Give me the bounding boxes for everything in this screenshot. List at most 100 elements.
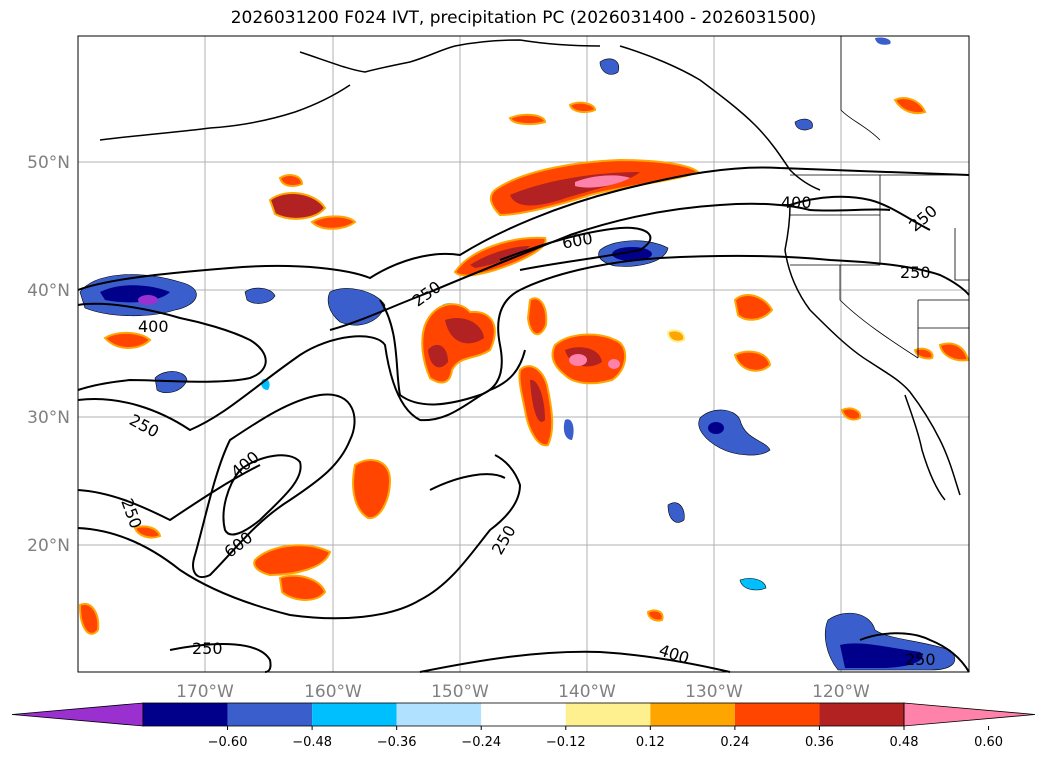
colorbar-segment <box>734 703 820 726</box>
colorbar-extend-low <box>11 702 144 727</box>
gridlines <box>78 36 969 672</box>
colorbar-tick-label: −0.60 <box>208 735 248 750</box>
colorbar-tick-label: 0.60 <box>974 735 1003 750</box>
lat-label: 30°N <box>27 408 70 428</box>
neg-blob-small-d <box>794 118 813 131</box>
pos-blob-west-a <box>268 192 327 220</box>
contour-600-north <box>499 226 652 271</box>
lat-label: 20°N <box>27 536 70 556</box>
contour-400-central <box>192 393 356 578</box>
neg-blob-small-i <box>563 419 574 440</box>
negative-anomaly-fields <box>79 37 955 671</box>
neg-blob-northwest-purple <box>138 295 158 305</box>
border-state-east <box>917 299 969 358</box>
pos-blob-vertical-upper <box>526 297 548 336</box>
contour-400-south <box>419 650 731 673</box>
lon-label: 140°W <box>558 682 616 702</box>
neg-blob-southeast-center-core <box>708 422 724 434</box>
colorbar: −0.60 −0.48 −0.36 −0.24 −0.12 0.12 0.24 0.36 0.4… <box>11 702 1036 750</box>
colorbar-tick-label: 0.12 <box>636 735 665 750</box>
colorbar-tick-label: 0.48 <box>890 735 919 750</box>
colorbar-segment <box>481 703 566 726</box>
neg-blob-small-f <box>739 578 767 591</box>
pos-blob-river-tail-core <box>470 246 530 268</box>
coastline-alaska <box>299 39 601 73</box>
contour-250-southwest <box>77 454 522 620</box>
pos-blob-east-cluster-peak2 <box>608 359 620 369</box>
colorbar-segment <box>227 703 313 726</box>
pos-blob-small-j <box>278 174 304 187</box>
pos-blob-coast-c <box>893 97 927 115</box>
pos-blob-coast-b <box>733 350 772 372</box>
political-borders <box>790 36 969 359</box>
colorbar-tick-label: −0.36 <box>377 735 417 750</box>
neg-blob-southeast-center <box>698 409 771 456</box>
pos-blob-vertical-band-core <box>530 379 545 422</box>
colorbar-extend-high <box>903 702 1036 727</box>
contour-250-east <box>379 254 970 406</box>
pos-blob-west-b <box>310 215 357 230</box>
colorbar-segment <box>143 703 228 726</box>
pos-blob-small-c <box>938 342 970 362</box>
pos-blob-small-d <box>840 407 862 421</box>
longitude-labels: 170°W 160°W 150°W 140°W 130°W 120°W <box>176 682 870 702</box>
pos-blob-small-i <box>913 347 934 360</box>
coastlines <box>99 39 961 501</box>
colorbar-outline <box>142 702 905 727</box>
colorbar-tick-label: 0.24 <box>720 735 749 750</box>
colorbar-tick-label: −0.48 <box>292 735 332 750</box>
colorbar-segment <box>819 703 904 726</box>
contour-400-west <box>77 302 267 391</box>
pos-blob-small-g <box>133 525 162 539</box>
lat-label: 50°N <box>27 153 70 173</box>
contour-250-north <box>77 166 970 291</box>
pos-blob-central-cluster-core2 <box>428 344 448 368</box>
contour-250-southeast <box>859 632 970 673</box>
lon-label: 160°W <box>304 682 362 702</box>
border-state-ca-az <box>839 265 919 359</box>
contour-label: 250 <box>905 650 936 669</box>
colorbar-tick-label: 0.36 <box>805 735 834 750</box>
pos-blob-atmospheric-river-peak <box>575 175 630 188</box>
pos-blob-south-a <box>253 544 332 577</box>
border-alaska-canada <box>840 36 881 141</box>
neg-blob-small-e <box>599 58 620 75</box>
neg-blob-small-c <box>667 502 685 523</box>
contour-label: 400 <box>781 193 812 212</box>
neg-blob-small-g <box>875 37 891 45</box>
pos-blob-small-f <box>646 609 664 622</box>
lat-label: 40°N <box>27 281 70 301</box>
lon-label: 120°W <box>812 682 870 702</box>
colorbar-segment <box>396 703 482 726</box>
pos-blob-small-a <box>508 113 547 126</box>
coastline-aleutians <box>99 84 351 141</box>
neg-blob-southeast-corner-core <box>840 643 923 668</box>
contour-400-north <box>329 202 891 331</box>
coastline-west-us <box>784 204 961 496</box>
colorbar-tick-label: −0.24 <box>461 735 501 750</box>
neg-blob-small-b <box>244 287 276 304</box>
contour-250-mid <box>429 473 506 491</box>
pos-blob-west-c <box>103 332 152 349</box>
colorbar-segment <box>650 703 735 726</box>
border-state-nv-ut <box>954 228 969 281</box>
pos-blob-small-e <box>78 602 100 635</box>
positive-anomaly-fields <box>78 97 970 635</box>
pos-blob-small-h <box>666 329 686 343</box>
lon-label: 150°W <box>431 682 489 702</box>
contour-600-central <box>222 454 302 536</box>
colorbar-segment <box>565 703 651 726</box>
latitude-labels: 50°N 40°N 30°N 20°N <box>27 153 70 556</box>
lon-label: 130°W <box>685 682 743 702</box>
neg-blob-northeast-core <box>612 247 652 261</box>
ivt-contours <box>77 166 970 673</box>
colorbar-tick-label: −0.12 <box>546 735 586 750</box>
contour-label: 250 <box>900 263 931 282</box>
pos-blob-coast-a <box>733 294 774 321</box>
pos-blob-south-c <box>352 459 392 520</box>
contour-label: 250 <box>192 639 223 658</box>
contour-400-eastcoast <box>789 195 931 231</box>
contour-label: 400 <box>138 317 169 336</box>
map-title: 2026031200 F024 IVT, precipitation PC (2… <box>230 8 817 28</box>
